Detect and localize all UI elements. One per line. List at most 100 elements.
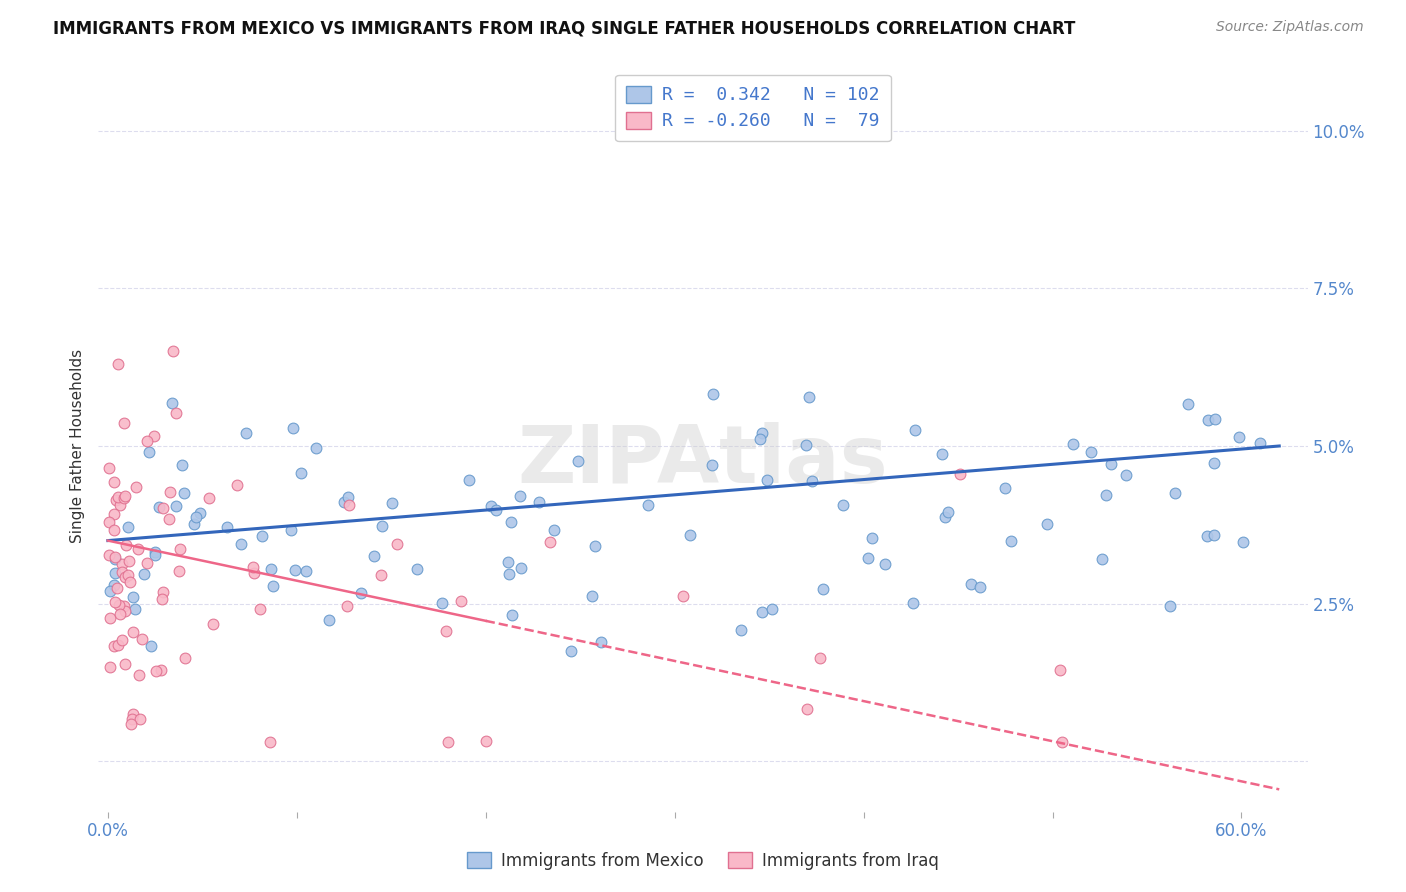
Point [152,585,174,599]
Point [1036,517,1059,532]
Point [159,484,181,499]
Point [117,568,139,582]
Point [262,579,284,593]
Point [108,598,131,612]
Point [103,475,125,489]
Point [122,590,145,604]
Point [949,467,972,482]
Point [637,499,659,513]
Point [98,660,121,674]
Point [1249,435,1271,450]
Text: Source: ZipAtlas.com: Source: ZipAtlas.com [1216,20,1364,34]
Point [107,638,129,652]
Point [560,644,582,658]
Point [259,735,281,749]
Point [98,584,121,599]
Point [700,458,723,473]
Point [336,490,359,504]
Point [730,623,752,637]
Point [350,586,373,600]
Point [149,663,172,677]
Point [104,551,127,566]
Point [165,406,187,420]
Point [479,499,502,513]
Point [860,531,883,545]
Point [1204,412,1226,426]
Point [260,562,283,576]
Point [120,575,142,590]
Point [103,523,125,537]
Point [498,555,520,569]
Point [873,557,896,571]
Point [434,624,457,639]
Point [184,509,207,524]
Point [1049,663,1071,677]
Point [173,485,195,500]
Point [229,537,252,551]
Point [934,510,956,524]
Point [679,527,702,541]
Text: ZIPAtlas: ZIPAtlas [517,422,889,500]
Point [167,565,190,579]
Point [103,507,125,521]
Point [104,493,127,508]
Point [128,668,150,682]
Point [509,489,531,503]
Point [111,565,134,579]
Point [936,505,959,519]
Point [1232,534,1254,549]
Point [145,664,167,678]
Point [381,496,404,510]
Point [510,560,533,574]
Point [406,562,429,576]
Point [143,548,166,562]
Point [761,601,783,615]
Point [567,454,589,468]
Point [1197,413,1219,427]
Point [284,563,307,577]
Point [150,592,173,607]
Point [235,426,257,441]
Point [808,651,831,665]
Point [112,599,135,613]
Point [112,491,135,506]
Point [114,489,136,503]
Point [498,567,520,582]
Point [499,515,522,529]
Point [118,554,141,568]
Point [295,564,318,578]
Point [97,548,120,562]
Point [135,434,157,449]
Point [127,542,149,557]
Y-axis label: Single Father Households: Single Father Households [70,349,86,543]
Point [337,498,360,512]
Point [114,570,136,584]
Point [755,473,778,487]
Point [831,499,853,513]
Point [305,441,328,455]
Point [1195,528,1218,542]
Point [1095,488,1118,502]
Point [139,639,162,653]
Point [143,429,166,443]
Point [173,651,195,665]
Point [458,473,481,487]
Point [162,343,184,358]
Point [132,567,155,582]
Point [1099,457,1122,471]
Point [103,639,125,653]
Point [97,461,120,475]
Point [125,480,148,494]
Point [904,424,927,438]
Point [290,466,312,480]
Point [121,713,143,727]
Point [129,712,152,726]
Point [107,490,129,504]
Point [1164,486,1187,500]
Point [243,566,266,580]
Point [1177,397,1199,411]
Point [856,551,879,566]
Point [249,602,271,616]
Point [124,602,146,616]
Point [797,390,820,404]
